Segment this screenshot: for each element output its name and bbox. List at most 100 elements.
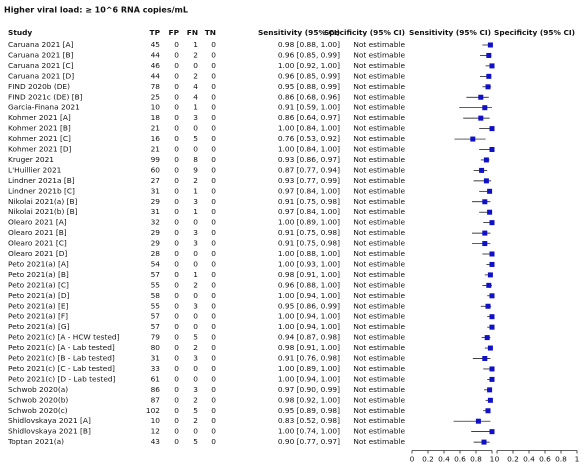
cell: 0.90 [0.77, 0.97] (278, 437, 340, 446)
cell: 0 (174, 427, 179, 436)
cell: 5 (193, 406, 198, 415)
cell: 1.00 [0.89, 1.00] (278, 218, 340, 227)
cell: 0.97 [0.90, 0.99] (278, 385, 340, 394)
cell: Not estimable (353, 249, 405, 258)
study-name: L'Huillier 2021 (8, 165, 62, 174)
tick-label: 0.8 (555, 455, 567, 464)
estimate-square (482, 241, 488, 247)
study-name: Nikolai 2021(b) [B] (8, 207, 78, 216)
estimate-square (489, 366, 495, 372)
cell: 0 (211, 437, 216, 446)
cell: 2 (193, 71, 198, 80)
cell: 55 (151, 301, 161, 310)
cell: 0 (211, 165, 216, 174)
cell: 0 (174, 385, 179, 394)
estimate-square (485, 84, 491, 90)
estimate-square (489, 147, 495, 152)
cell: 4 (193, 92, 198, 101)
cell: 0 (211, 50, 216, 59)
cell: 0 (174, 134, 179, 143)
cell: 0 (193, 249, 198, 258)
cell: 78 (151, 82, 161, 91)
cell: Not estimable (353, 291, 405, 300)
cell: 0.97 [0.84, 1.00] (278, 207, 340, 216)
study-name: Olearo 2021 [B] (8, 228, 67, 237)
tick-label: 0.8 (470, 455, 482, 464)
study-name: Caruana 2021 [C] (8, 61, 74, 70)
tick-label: 0.6 (454, 455, 466, 464)
estimate-square (489, 376, 495, 382)
cell: 0 (174, 354, 179, 363)
study-name: Peto 2021(a) [G] (8, 322, 70, 331)
estimate-square (482, 105, 488, 111)
cell: 43 (151, 437, 161, 446)
cell: 0 (193, 259, 198, 268)
cell: Not estimable (353, 145, 405, 154)
cell: 0 (174, 437, 179, 446)
cell: 0 (174, 176, 179, 185)
cell: 1.00 [0.84, 1.00] (278, 145, 340, 154)
cell: 21 (151, 124, 161, 133)
cell: 4 (193, 82, 198, 91)
cell: Not estimable (353, 218, 405, 227)
cell: Not estimable (353, 280, 405, 289)
estimate-square (485, 303, 491, 309)
column-header: TN (205, 28, 216, 37)
cell: 1.00 [0.92, 1.00] (278, 61, 340, 70)
tick-label: 0 (495, 455, 500, 464)
study-name: Lindner 2021a [B] (8, 176, 75, 185)
study-name: Kohmer 2021 [A] (8, 113, 71, 122)
cell: 0 (174, 406, 179, 415)
cell: 45 (151, 40, 161, 49)
cell: 44 (151, 71, 161, 80)
estimate-square (482, 230, 488, 236)
estimate-square (486, 52, 492, 58)
cell: 55 (151, 280, 161, 289)
cell: 60 (151, 165, 161, 174)
estimate-square (487, 42, 493, 48)
cell: 1.00 [0.89, 1.00] (278, 364, 340, 373)
cell: 0 (211, 343, 216, 352)
cell: 0 (211, 354, 216, 363)
cell: 0.94 [0.87, 0.98] (278, 333, 340, 342)
cell: 1 (193, 40, 198, 49)
cell: 87 (151, 395, 161, 404)
column-header: Specificity (95% CI) (494, 28, 575, 37)
estimate-square (489, 63, 495, 69)
cell: 0 (211, 218, 216, 227)
cell: 32 (151, 218, 160, 227)
study-name: Garcia-Finana 2021 (8, 103, 80, 112)
estimate-square (489, 314, 495, 320)
cell: 80 (151, 343, 161, 352)
plot-title: Higher viral load: ≥ 10^6 RNA copies/mL (4, 6, 188, 15)
estimate-square (487, 387, 493, 393)
cell: 2 (193, 280, 198, 289)
cell: 0 (174, 239, 179, 248)
cell: 54 (151, 259, 161, 268)
cell: 25 (151, 92, 161, 101)
tick-label: 1 (490, 455, 495, 464)
study-name: Caruana 2021 [A] (8, 40, 74, 49)
cell: 79 (151, 333, 161, 342)
cell: 0.87 [0.77, 0.94] (278, 165, 340, 174)
cell: 0 (211, 207, 216, 216)
cell: Not estimable (353, 312, 405, 321)
estimate-square (482, 199, 488, 205)
study-name: FIND 2021c (DE) [B] (8, 92, 83, 101)
study-name: Kohmer 2021 [B] (8, 124, 71, 133)
cell: 12 (151, 427, 160, 436)
cell: Not estimable (353, 40, 405, 49)
cell: 0 (211, 312, 216, 321)
estimate-square (487, 272, 493, 278)
cell: Not estimable (353, 197, 405, 206)
column-header: Study (8, 28, 32, 37)
cell: Not estimable (353, 333, 405, 342)
cell: 0 (174, 270, 179, 279)
cell: 0.98 [0.92, 1.00] (278, 395, 340, 404)
cell: 0.96 [0.88, 1.00] (278, 280, 340, 289)
cell: Not estimable (353, 343, 405, 352)
tick-label: 0 (410, 455, 415, 464)
cell: 10 (151, 103, 161, 112)
study-name: Peto 2021(a) [A] (8, 259, 69, 268)
